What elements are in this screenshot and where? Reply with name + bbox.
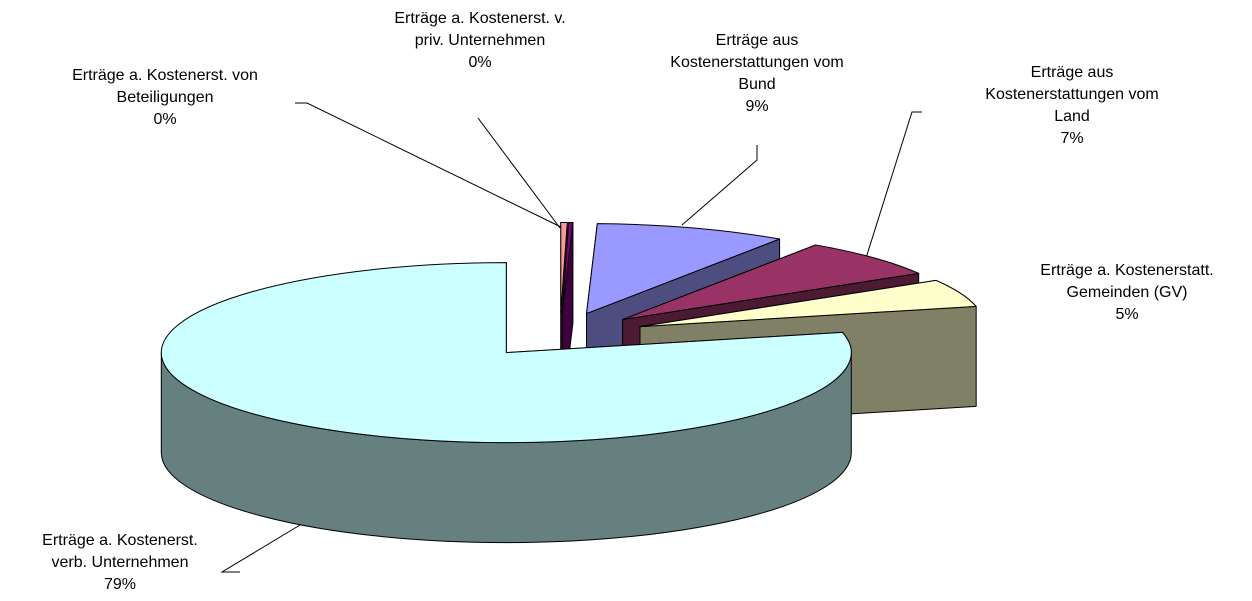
category-label: Erträge a. Kostenerst. von Beteiligungen: [72, 67, 258, 106]
slice-top: [622, 244, 920, 321]
leader-line: [220, 524, 301, 573]
category-label: Erträge a. Kostenerstatt. Gemeinden (GV): [1040, 262, 1214, 301]
leader-lines: [220, 102, 922, 573]
data-label: Erträge aus Kostenerstattungen vom Land 7…: [922, 62, 1222, 150]
leader-line: [681, 145, 758, 226]
value-label: 0%: [468, 54, 492, 71]
data-label: Erträge a. Kostenerst. von Beteiligungen…: [15, 65, 315, 131]
category-label: Erträge a. Kostenerst. verb. Unternehmen: [42, 532, 198, 571]
data-label: Erträge a. Kostenerst. v. priv. Unterneh…: [330, 8, 630, 74]
category-label: Erträge aus Kostenerstattungen vom Land: [985, 64, 1159, 125]
value-label: 79%: [103, 576, 137, 593]
category-label: Erträge a. Kostenerst. v. priv. Unterneh…: [394, 10, 566, 49]
data-label: Erträge aus Kostenerstattungen vom Bund 9…: [607, 30, 907, 118]
value-label: 5%: [1115, 306, 1139, 323]
leader-line: [865, 111, 922, 259]
data-label: Erträge a. Kostenerst. verb. Unternehmen…: [0, 530, 270, 596]
slice-top: [560, 222, 568, 314]
slice-top: [561, 222, 574, 314]
category-label: Erträge aus Kostenerstattungen vom Bund: [670, 32, 844, 93]
leader-line: [295, 102, 564, 229]
slice-top: [160, 262, 852, 444]
value-label: 7%: [1060, 130, 1084, 147]
slice-top: [639, 279, 977, 328]
slice-top: [586, 223, 781, 315]
value-label: 0%: [153, 111, 177, 128]
leader-line: [477, 117, 561, 229]
value-label: 9%: [745, 98, 769, 115]
data-label: Erträge a. Kostenerstatt. Gemeinden (GV)…: [977, 260, 1252, 326]
